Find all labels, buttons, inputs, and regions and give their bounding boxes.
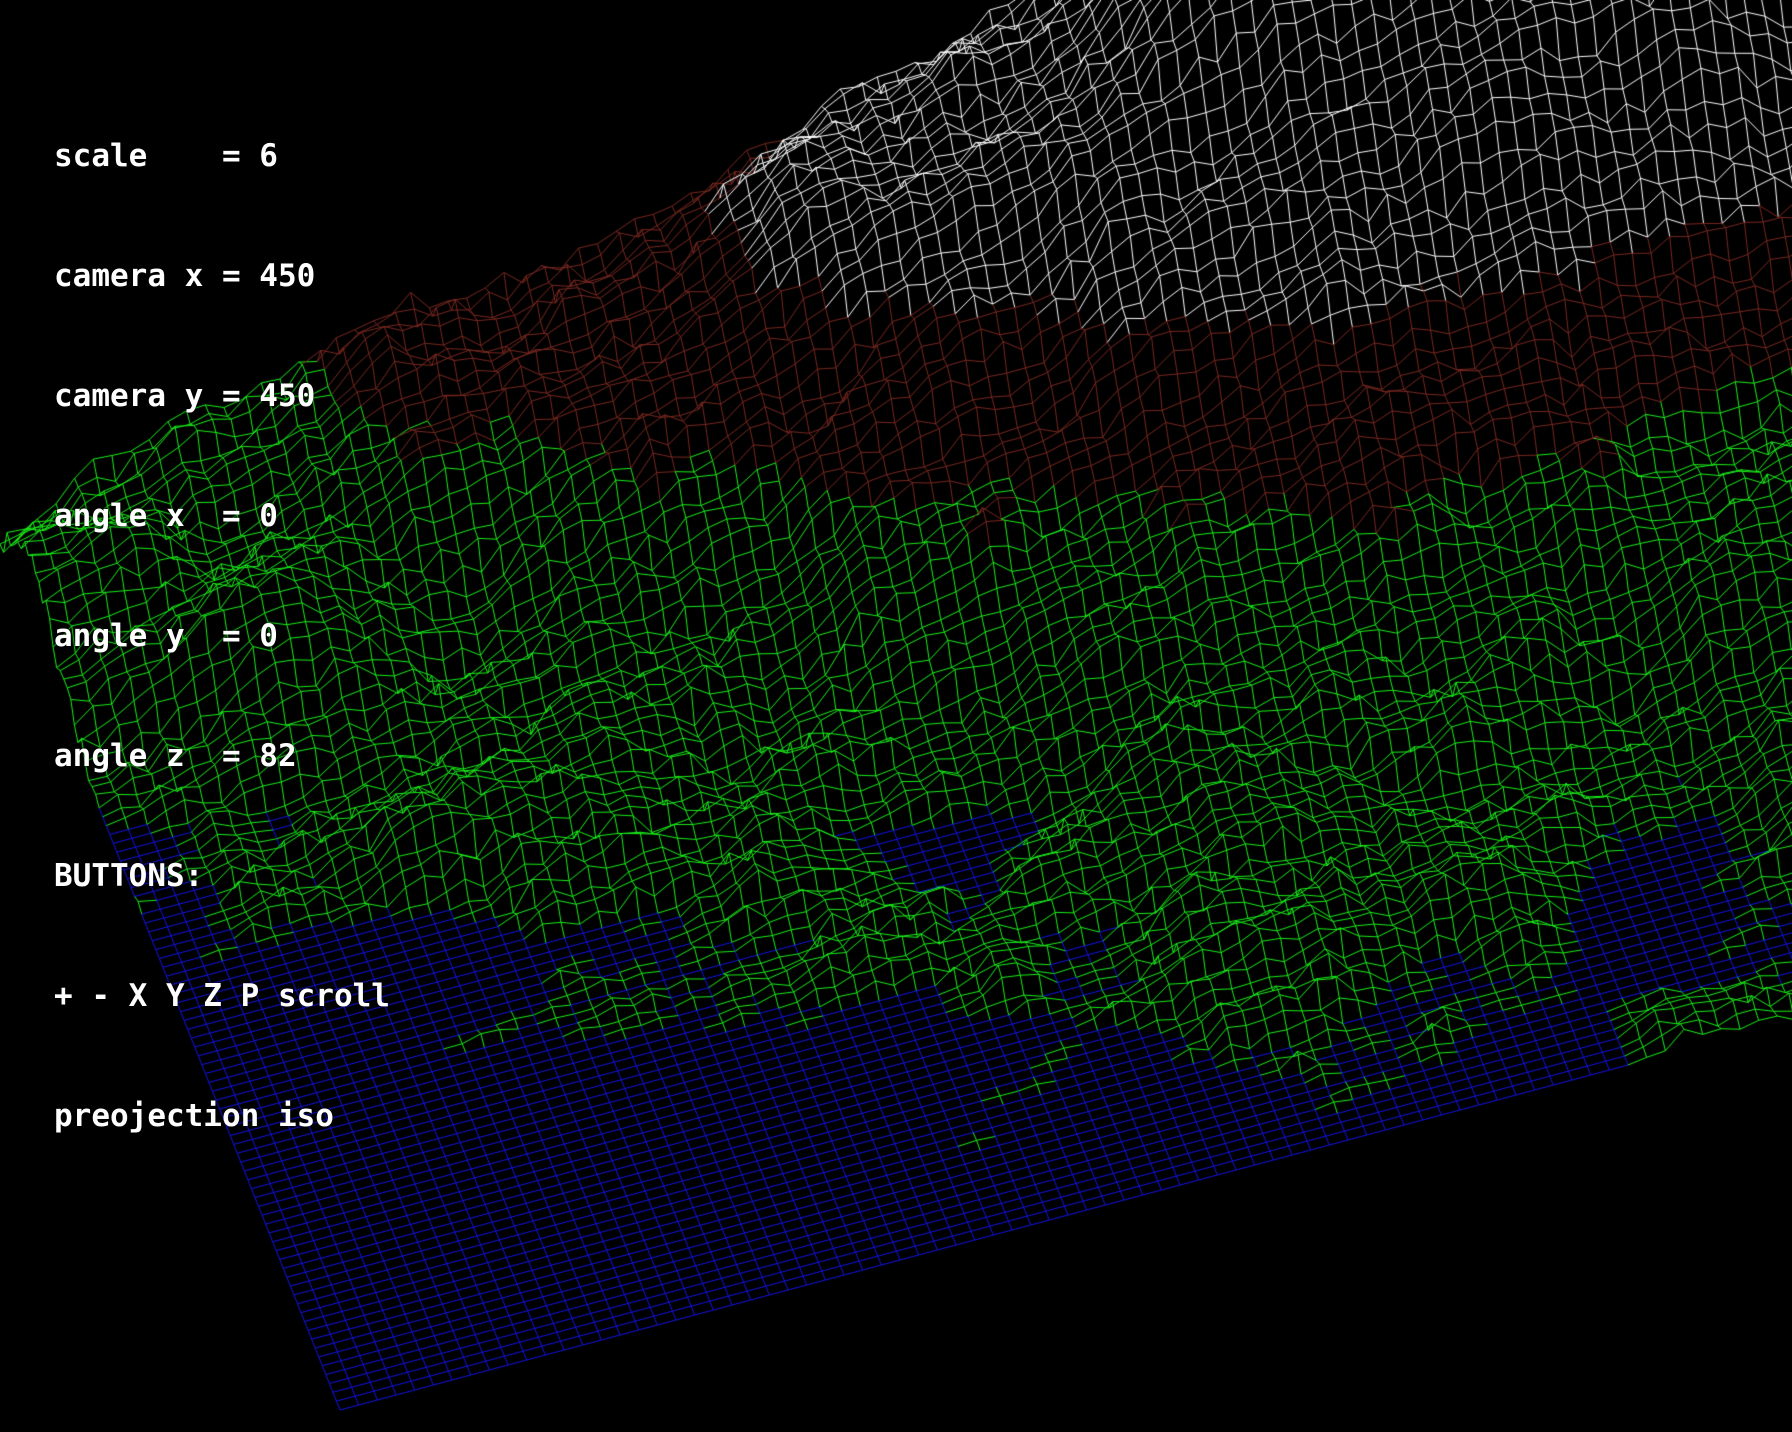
hud-overlay: scale = 6 camera x = 450 camera y = 450 … [54,56,390,1216]
hud-camera-y: camera y = 450 [54,378,316,414]
hud-scale: scale = 6 [54,138,278,174]
hud-controls-list: + - X Y Z P scroll [54,978,390,1014]
hud-buttons-heading: BUTTONS: [54,858,204,894]
hud-camera-x: camera x = 450 [54,258,316,294]
hud-angle-y: angle y = 0 [54,618,278,654]
hud-angle-z: angle z = 82 [54,738,297,774]
hud-projection: preojection iso [54,1098,334,1134]
hud-angle-x: angle x = 0 [54,498,278,534]
